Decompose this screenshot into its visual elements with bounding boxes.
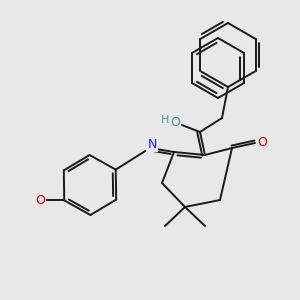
Text: O: O [35,194,45,207]
Text: O: O [257,136,267,149]
Text: H: H [161,115,169,125]
Text: N: N [147,137,157,151]
Text: O: O [170,116,180,128]
